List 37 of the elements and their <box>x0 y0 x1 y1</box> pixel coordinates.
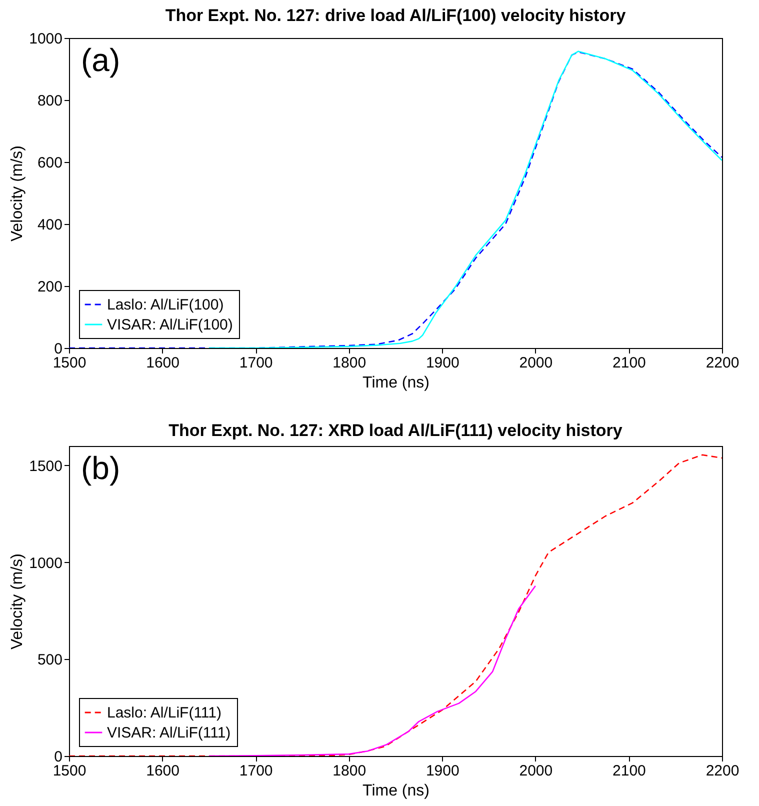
x-tick-label: 1600 <box>146 762 180 780</box>
y-tick-label: 800 <box>37 92 62 110</box>
y-tick-label: 500 <box>37 652 62 669</box>
y-tick-label: 200 <box>37 278 62 296</box>
y-tick-label: 600 <box>37 154 62 172</box>
x-tick-label: 1900 <box>426 762 460 780</box>
y-tick-label: 0 <box>54 748 62 766</box>
x-tick-label: 1900 <box>426 354 460 372</box>
x-tick-label: 2200 <box>706 762 740 780</box>
x-tick-label: 2000 <box>519 762 553 780</box>
x-tick-label: 2100 <box>612 762 646 780</box>
x-tick-label: 1800 <box>332 354 366 372</box>
x-axis-title: Time (ns) <box>362 374 430 392</box>
y-tick-label: 0 <box>54 340 62 358</box>
y-tick-label: 1000 <box>29 30 62 48</box>
y-tick-label: 400 <box>37 216 62 234</box>
x-tick-label: 1700 <box>239 354 273 372</box>
y-axis-title: Velocity (m/s) <box>9 145 26 242</box>
chart-title: Thor Expt. No. 127: drive load Al/LiF(100) velocity history <box>165 6 626 25</box>
y-tick-label: 1500 <box>29 458 62 475</box>
line-series <box>69 454 722 756</box>
x-tick-label: 1800 <box>332 762 366 780</box>
y-axis-title: Velocity (m/s) <box>9 553 26 650</box>
x-axis-title: Time (ns) <box>362 782 430 800</box>
chart-title: Thor Expt. No. 127: XRD load Al/LiF(111) velocity history <box>168 421 623 440</box>
x-tick-label: 1600 <box>146 354 180 372</box>
annotation: (b) <box>81 450 120 486</box>
legend-label: VISAR: Al/LiF(100) <box>107 316 233 334</box>
legend-label: VISAR: Al/LiF(111) <box>107 724 231 742</box>
annotation: (a) <box>81 42 120 78</box>
x-tick-label: 2200 <box>706 354 740 372</box>
legend-label: Laslo: Al/LiF(111) <box>107 704 222 722</box>
legend-label: Laslo: Al/LiF(100) <box>107 296 224 314</box>
x-tick-label: 2000 <box>519 354 553 372</box>
y-tick-label: 1000 <box>29 554 62 572</box>
x-tick-label: 1700 <box>239 762 273 780</box>
x-tick-label: 2100 <box>612 354 646 372</box>
